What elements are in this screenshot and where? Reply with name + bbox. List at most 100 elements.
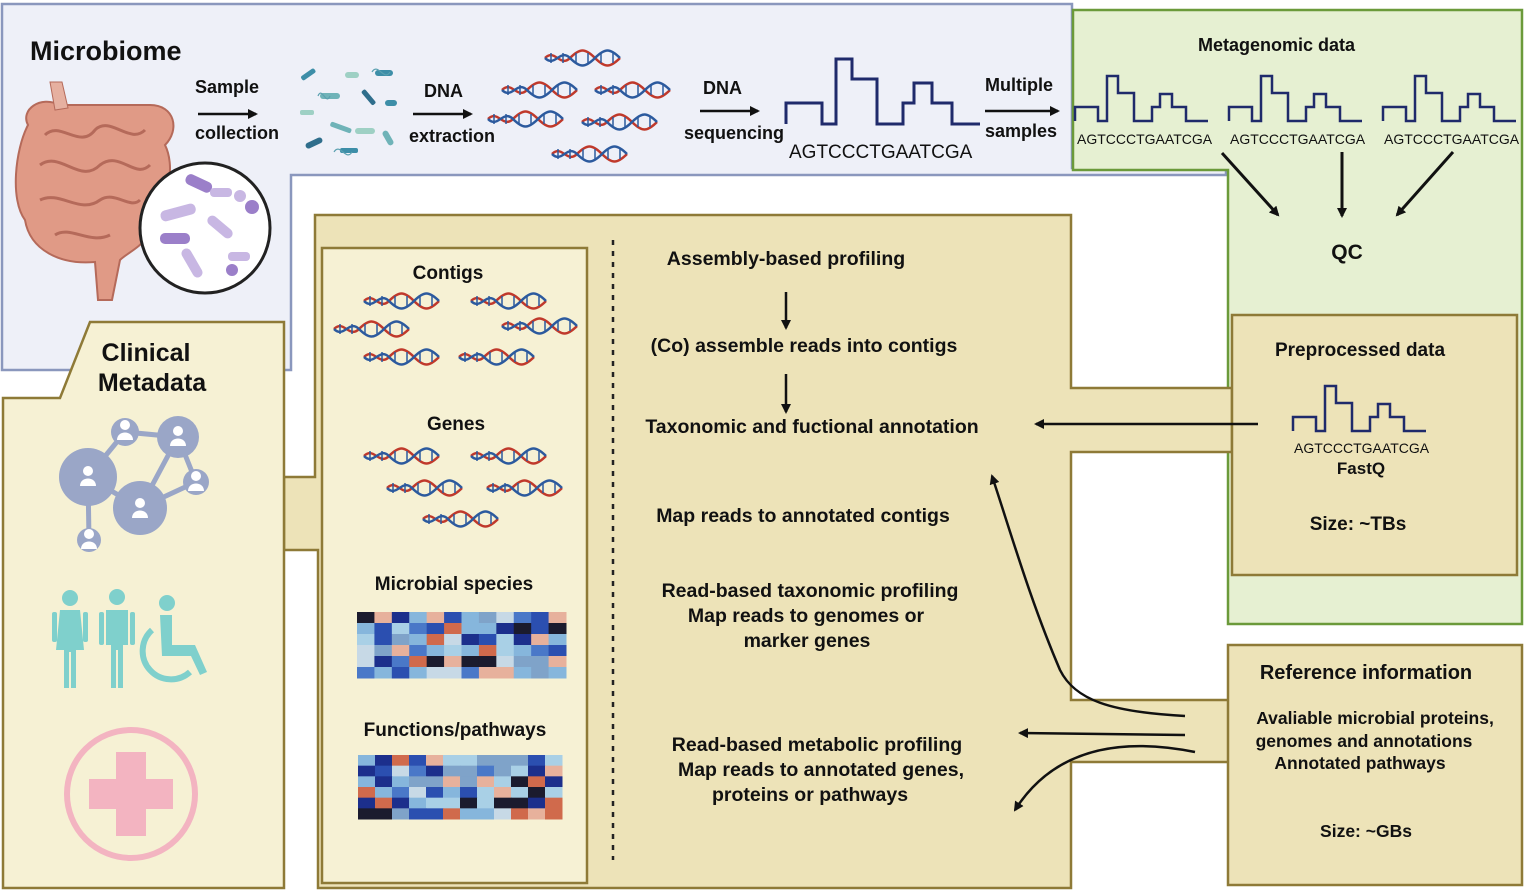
heatmap-cell xyxy=(494,797,512,809)
sample-collection-label-1: Sample xyxy=(195,77,259,97)
heatmap-cell xyxy=(460,787,478,799)
heatmap-cell xyxy=(548,612,567,624)
microbiome-title: Microbiome xyxy=(30,36,182,66)
heatmap-cell xyxy=(375,797,393,809)
read-taxonomic-step-3: marker genes xyxy=(744,630,871,652)
heatmap-cell xyxy=(477,787,495,799)
assembly-profiling-step: Assembly-based profiling xyxy=(667,248,905,270)
heatmap-cell xyxy=(391,667,410,679)
heatmap-cell xyxy=(477,776,495,788)
heatmap-cell xyxy=(444,667,462,679)
heatmap-cell xyxy=(409,634,428,646)
heatmap-cell xyxy=(409,667,428,679)
heatmap-cell xyxy=(545,797,563,809)
heatmap-cell xyxy=(461,612,480,624)
bacteria-magnifier-icon xyxy=(138,161,272,295)
heatmap-cell xyxy=(426,776,444,788)
heatmap-cell xyxy=(511,787,529,799)
heatmap-cell xyxy=(477,765,495,777)
fastq-label: FastQ xyxy=(1337,459,1385,478)
heatmap-cell xyxy=(496,612,515,624)
read-metabolic-step-1: Read-based metabolic profiling xyxy=(672,734,962,756)
heatmap-cell xyxy=(460,797,478,809)
heatmap-cell xyxy=(374,634,393,646)
heatmap-cell xyxy=(409,612,428,624)
heatmap-cell xyxy=(426,765,444,777)
metagenomic-title: Metagenomic data xyxy=(1198,35,1356,55)
heatmap-cell xyxy=(548,634,567,646)
heatmap-cell xyxy=(426,755,444,767)
species-heatmap-icon xyxy=(357,612,567,679)
heatmap-cell xyxy=(358,765,376,777)
heatmap-cell xyxy=(374,656,393,668)
dna-extraction-label-2: extraction xyxy=(409,126,495,146)
read-metabolic-step-2: Map reads to annotated genes, xyxy=(678,759,964,781)
qc-arrows xyxy=(1220,151,1455,218)
preprocessed-title: Preprocessed data xyxy=(1275,340,1445,361)
heatmap-cell xyxy=(409,623,428,635)
heatmap-cell xyxy=(443,776,461,788)
heatmap-cell xyxy=(392,755,410,767)
heatmap-cell xyxy=(545,765,563,777)
heatmap-cell xyxy=(478,667,497,679)
preprocessed-panel xyxy=(1230,313,1519,577)
heatmap-cell xyxy=(531,634,550,646)
heatmap-cell xyxy=(443,797,461,809)
heatmap-cell xyxy=(513,667,532,679)
heatmap-cell xyxy=(444,623,462,635)
heatmap-cell xyxy=(374,612,393,624)
heatmap-cell xyxy=(478,656,497,668)
read-taxonomic-step-2: Map reads to genomes or xyxy=(688,605,925,627)
medical-cross-icon xyxy=(64,727,198,861)
heatmap-cell xyxy=(478,634,497,646)
heatmap-cell xyxy=(477,755,495,767)
sequence-text-3: AGTCCCTGAATCGA xyxy=(1384,131,1520,147)
heatmap-cell xyxy=(409,656,428,668)
heatmap-cell xyxy=(528,765,546,777)
heatmap-cell xyxy=(460,808,478,820)
heatmap-cell xyxy=(375,787,393,799)
heatmap-cell xyxy=(409,645,428,657)
heatmap-cell xyxy=(391,656,410,668)
heatmap-cell xyxy=(426,787,444,799)
heatmap-cell xyxy=(358,808,376,820)
heatmap-cell xyxy=(513,612,532,624)
heatmap-cell xyxy=(511,797,529,809)
multiple-samples-label-2: samples xyxy=(985,121,1057,141)
heatmap-cell xyxy=(358,776,376,788)
sequence-text-1: AGTCCCTGAATCGA xyxy=(1077,131,1213,147)
heatmap-cell xyxy=(375,776,393,788)
heatmap-cell xyxy=(496,645,515,657)
heatmap-cell xyxy=(528,797,546,809)
dna-extraction-label-1: DNA xyxy=(424,81,463,101)
heatmap-cell xyxy=(494,765,512,777)
heatmap-cell xyxy=(426,612,445,624)
heatmap-cell xyxy=(548,645,567,657)
heatmap-cell xyxy=(375,808,393,820)
heatmap-cell xyxy=(392,787,410,799)
heatmap-cell xyxy=(531,623,550,635)
heatmap-cell xyxy=(392,765,410,777)
heatmap-cell xyxy=(496,623,515,635)
contigs-label: Contigs xyxy=(413,263,484,284)
annotation-step: Taxonomic and fuctional annotation xyxy=(645,416,978,438)
heatmap-cell xyxy=(426,645,445,657)
heatmap-cell xyxy=(426,808,444,820)
functions-heatmap-icon xyxy=(358,755,563,820)
reference-line-3: Annotated pathways xyxy=(1274,753,1445,773)
heatmap-cell xyxy=(357,645,375,657)
heatmap-cell xyxy=(477,808,495,820)
qc-label: QC xyxy=(1331,241,1363,264)
heatmap-cell xyxy=(391,623,410,635)
read-taxonomic-step-1: Read-based taxonomic profiling xyxy=(662,580,959,602)
heatmap-cell xyxy=(511,808,529,820)
heatmap-cell xyxy=(391,634,410,646)
heatmap-cell xyxy=(461,667,480,679)
sequence-text-2: AGTCCCTGAATCGA xyxy=(1230,131,1366,147)
heatmap-cell xyxy=(444,656,462,668)
heatmap-cell xyxy=(409,808,427,820)
reference-panel xyxy=(1226,643,1524,887)
heatmap-cell xyxy=(513,656,532,668)
preprocessed-size: Size: ~TBs xyxy=(1310,514,1407,535)
